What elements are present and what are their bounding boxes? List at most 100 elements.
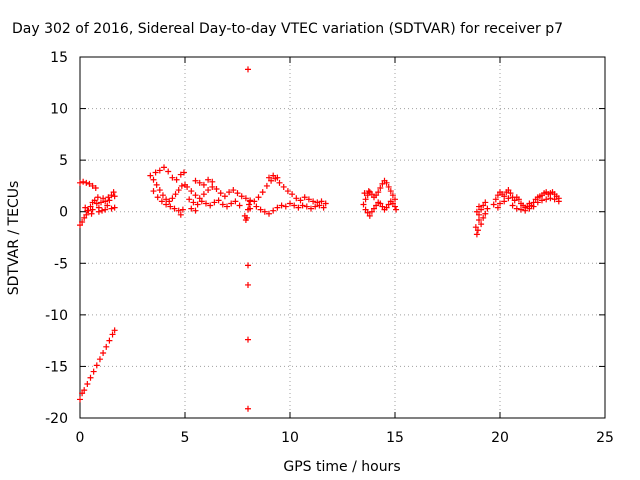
data-point [547,195,554,202]
y-tick-label: 0 [59,205,68,221]
data-point [478,206,485,213]
data-point [77,179,83,186]
data-point [284,188,291,195]
data-point [476,216,482,223]
data-point [150,176,157,183]
data-point [474,227,481,234]
data-point [77,222,83,229]
data-point [301,194,308,201]
data-point [192,207,199,214]
data-point [245,66,251,73]
data-point [87,374,94,381]
data-point [261,208,268,215]
data-point [93,362,100,369]
data-point [245,262,251,269]
data-point [108,192,115,199]
data-point [163,196,170,203]
data-point [108,205,115,212]
data-point [111,193,118,200]
data-point [480,214,487,221]
grid-lines [80,57,605,418]
data-point [188,188,195,195]
data-point [234,190,241,197]
y-tick-label: 15 [50,50,68,66]
data-point [203,200,209,207]
data-point [194,201,201,208]
data-point [371,205,377,212]
data-point [93,200,100,207]
data-point [99,207,106,214]
data-point [84,380,91,387]
data-point [392,203,398,210]
data-point [393,206,400,213]
data-point [169,195,176,202]
data-point [156,167,163,174]
data-point [263,182,270,189]
data-point [314,199,321,206]
data-point [84,207,91,214]
data-point [211,199,218,206]
data-point [389,192,396,199]
data-point [392,196,398,203]
data-point [385,183,392,190]
data-point [551,196,558,203]
data-point [543,196,550,203]
data-point [494,192,501,199]
data-point [251,198,258,205]
data-point [165,168,172,175]
data-point [159,192,166,199]
x-tick-label: 15 [386,430,404,446]
data-point [308,205,314,212]
data-point [278,202,285,209]
data-point [217,190,224,197]
data-point [472,224,479,231]
data-point [230,187,237,194]
data-point [109,331,116,338]
data-point [209,178,216,185]
data-point [387,188,394,195]
data-point [282,203,289,210]
data-point [80,178,87,185]
data-point [522,207,529,214]
data-point [102,206,109,213]
data-point [106,197,113,204]
data-point [501,193,508,200]
data-point [88,210,95,217]
data-point [79,390,86,397]
data-point [96,356,103,363]
data-point [484,205,491,212]
data-point [188,205,195,212]
data-point [289,191,296,198]
data-point [91,197,98,204]
data-point [83,179,90,186]
data-point [310,198,317,205]
data-point [534,199,541,206]
data-point [102,198,109,205]
data-point [476,203,482,210]
data-point [89,206,96,213]
data-point [169,174,176,181]
data-point [79,219,86,226]
data-point [480,202,487,209]
data-point [184,183,191,190]
data-point [77,396,83,403]
data-point [172,191,179,198]
data-point [539,197,545,204]
data-point [511,197,518,204]
data-point [167,203,174,210]
data-point [505,187,512,194]
data-point [200,191,207,198]
data-points [77,66,562,412]
y-tick-label: 10 [50,102,68,118]
data-point [192,192,199,199]
data-point [111,204,118,211]
data-point [360,201,367,208]
y-tick-label: -20 [45,411,68,427]
data-point [103,343,110,350]
data-point [497,200,503,207]
data-point [490,201,497,208]
data-point [175,187,182,194]
data-point [320,204,327,211]
data-point [163,201,170,208]
